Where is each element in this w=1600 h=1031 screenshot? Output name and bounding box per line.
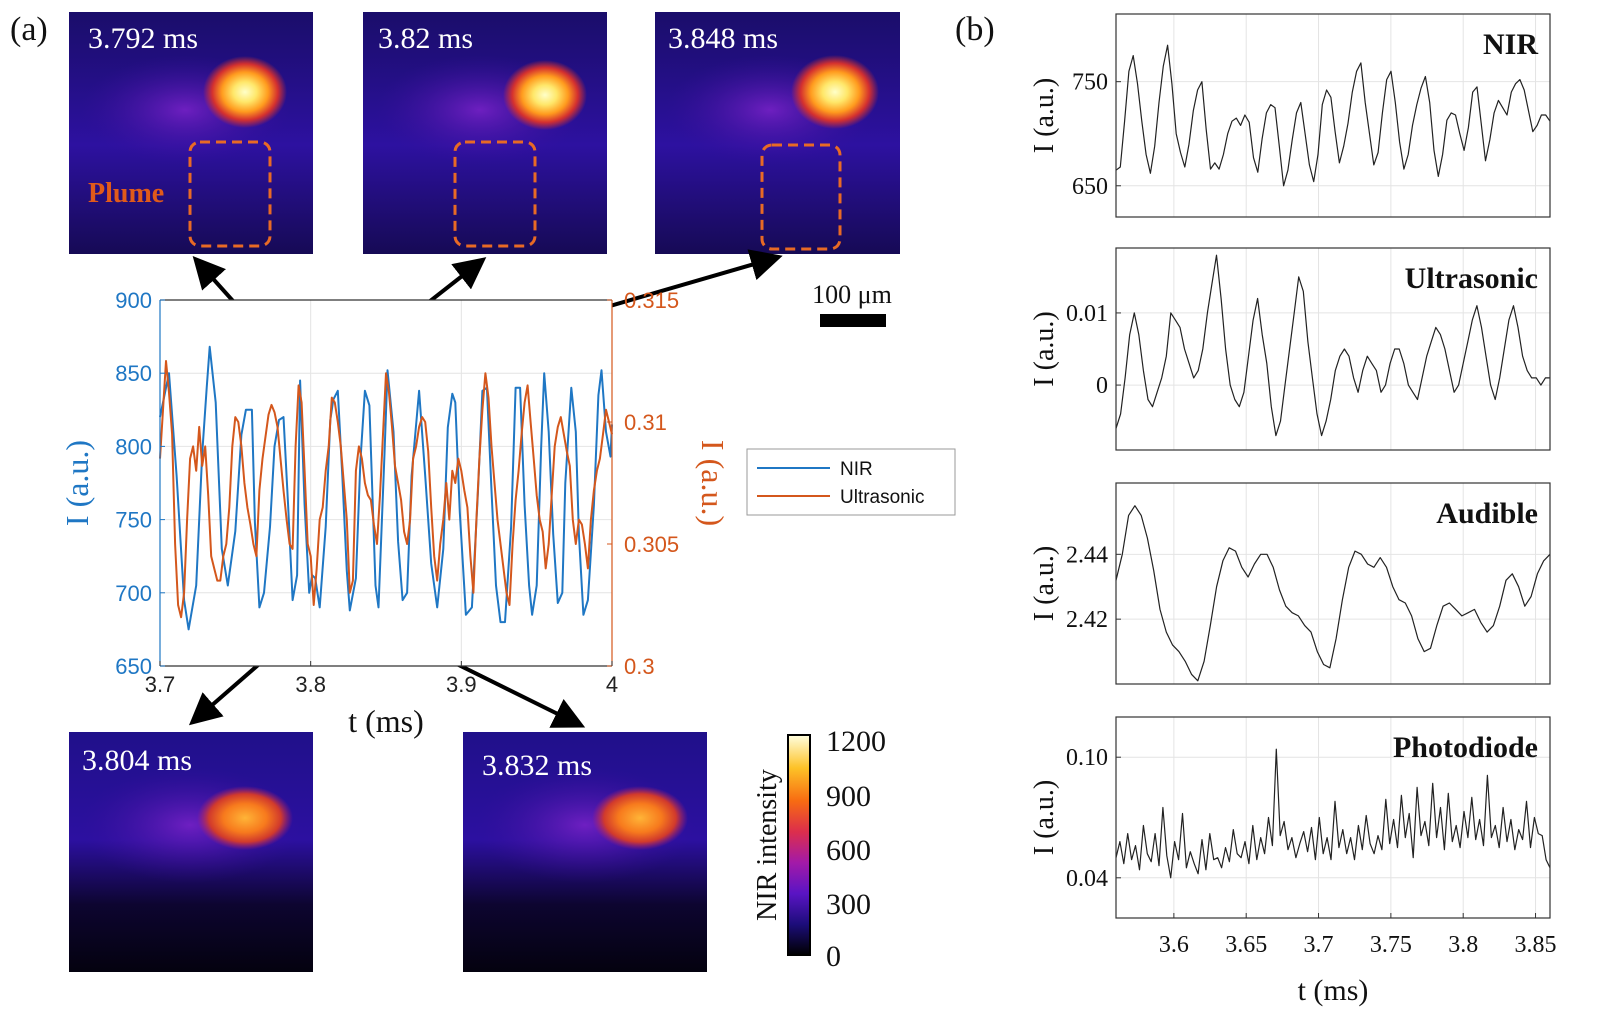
panel-frame — [1115, 716, 1551, 919]
y-tick-label: 750 — [1072, 70, 1108, 96]
x-tick-label: 3.6 — [1159, 932, 1189, 958]
panel-audible: 2.44 2.42 Audible I (a.u.) — [1029, 482, 1551, 685]
x-tick-label: 3.65 — [1225, 932, 1267, 958]
colorbar-tick: 600 — [826, 834, 871, 867]
snapshot-time-label: 3.832 ms — [482, 749, 592, 782]
panel-title: Ultrasonic — [1405, 262, 1538, 295]
series-line-ultrasonic — [159, 360, 613, 619]
x-tick-label: 3.8 — [295, 672, 326, 697]
y-axis-label-right: I (a.u.) — [695, 440, 731, 526]
panel-title: Audible — [1436, 497, 1538, 530]
y-tick-label-right: 0.3 — [624, 654, 655, 679]
panel-plot-area — [1116, 717, 1550, 918]
y-tick-label-right: 0.31 — [624, 410, 667, 435]
x-axis-label: t (ms) — [1298, 974, 1369, 1007]
y-tick-label: 0.04 — [1066, 866, 1108, 892]
plume-box — [453, 140, 537, 248]
legend: NIR Ultrasonic — [746, 448, 956, 516]
legend-label-nir: NIR — [840, 459, 873, 480]
panel-frame — [1115, 247, 1551, 451]
y-axis-label: I (a.u.) — [1029, 546, 1060, 621]
colorbar-tick: 300 — [826, 888, 871, 921]
panel-photodiode: 0.10 0.04 Photodiode I (a.u.) 3.6 3.65 3.7 3.75… — [1029, 716, 1557, 1007]
x-tick-label: 3.85 — [1515, 932, 1557, 958]
x-tick-label: 3.7 — [145, 672, 176, 697]
snapshot-time-label: 3.792 ms — [88, 22, 198, 55]
y-tick-label-left: 800 — [115, 434, 152, 459]
y-tick-label: 2.44 — [1066, 542, 1108, 568]
trace-line — [1115, 505, 1551, 682]
snapshot-time-label: 3.848 ms — [668, 22, 778, 55]
colorbar-tick: 900 — [826, 780, 871, 813]
y-axis-label-left: I (a.u.) — [59, 440, 95, 526]
y-tick-label-right: 0.315 — [624, 288, 679, 313]
y-axis-label: I (a.u.) — [1029, 780, 1060, 855]
panel-frame — [1115, 13, 1551, 218]
snapshot-bottom-2: 3.832 ms — [463, 732, 707, 972]
x-tick-label: 3.7 — [1304, 932, 1334, 958]
x-axis-label: t (ms) — [348, 703, 424, 739]
y-tick-label-left: 750 — [115, 508, 152, 533]
colorbar-label: NIR intensity — [752, 769, 783, 921]
panel-ultrasonic: 0.01 0 Ultrasonic I (a.u.) — [1029, 247, 1551, 451]
y-axis-label: I (a.u.) — [1029, 311, 1060, 386]
main-chart: 900 850 800 750 700 650 0.315 0.31 0.305 0.3 3.7 3.… — [59, 288, 731, 739]
y-tick-label-left: 650 — [115, 654, 152, 679]
colorbar: 1200 900 600 300 0 NIR intensity — [752, 725, 886, 973]
y-tick-label: 0.01 — [1066, 301, 1108, 327]
y-tick-label-left: 900 — [115, 288, 152, 313]
main-plot-area — [160, 300, 612, 666]
colorbar-tick: 0 — [826, 940, 841, 973]
plume-box — [188, 140, 272, 248]
y-tick-label-left: 850 — [115, 361, 152, 386]
plume-box — [760, 143, 842, 251]
y-axis-label: I (a.u.) — [1029, 78, 1060, 153]
panel-label-b: (b) — [955, 11, 995, 48]
scale-bar: 100 μm — [812, 280, 892, 327]
snapshot-top-3: 3.848 ms — [655, 12, 900, 254]
y-tick-label-left: 700 — [115, 581, 152, 606]
snapshot-bottom-1: 3.804 ms — [69, 732, 313, 972]
snapshot-time-label: 3.82 ms — [378, 22, 473, 55]
snapshot-top-1: 3.792 ms Plume — [69, 12, 313, 254]
y-tick-label: 0 — [1096, 373, 1108, 399]
snapshot-time-label: 3.804 ms — [82, 744, 192, 777]
x-tick-label: 3.75 — [1370, 932, 1412, 958]
y-tick-label-right: 0.305 — [624, 532, 679, 557]
panel-frame — [1115, 482, 1551, 685]
panel-label-a: (a) — [10, 11, 48, 48]
colorbar-tick: 1200 — [826, 725, 886, 758]
panel-nir: 750 650 NIR I (a.u.) — [1029, 13, 1551, 218]
series-line-nir — [159, 345, 613, 631]
panel-plot-area — [1116, 248, 1550, 450]
plume-label: Plume — [88, 178, 164, 209]
y-tick-label: 0.10 — [1066, 745, 1108, 771]
x-tick-label: 3.9 — [446, 672, 477, 697]
legend-label-ultrasonic: Ultrasonic — [840, 487, 924, 508]
x-tick-label: 4 — [606, 672, 618, 697]
y-tick-label: 650 — [1072, 174, 1108, 200]
trace-line — [1115, 748, 1551, 879]
snapshot-top-2: 3.82 ms — [363, 12, 607, 254]
trace-line — [1115, 254, 1550, 437]
panel-title: NIR — [1483, 28, 1538, 61]
y-tick-label: 2.42 — [1066, 607, 1108, 633]
x-tick-label: 3.8 — [1448, 932, 1478, 958]
trace-line — [1115, 44, 1551, 187]
panel-title: Photodiode — [1393, 731, 1538, 764]
scale-bar-label: 100 μm — [812, 280, 892, 309]
colorbar-gradient — [787, 734, 811, 956]
